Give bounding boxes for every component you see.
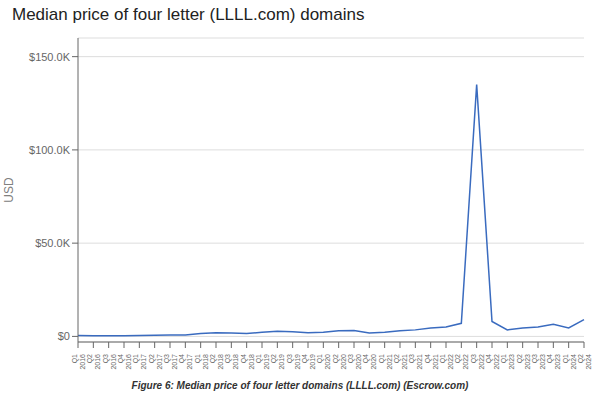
svg-text:Q32020: Q32020 [347,354,362,370]
svg-text:USD: USD [8,177,16,203]
svg-text:Q12023: Q12023 [500,354,515,370]
svg-text:Q22022: Q22022 [454,354,469,370]
svg-text:Q12024: Q12024 [562,354,577,370]
svg-text:$100.0K: $100.0K [29,144,71,156]
svg-text:Q42016: Q42016 [117,354,132,370]
svg-text:Q32022: Q32022 [470,354,485,370]
svg-text:$150.0K: $150.0K [29,51,71,63]
svg-text:Q12021: Q12021 [378,354,393,370]
svg-text:Q12017: Q12017 [132,354,147,370]
svg-text:Q22016: Q22016 [86,354,101,370]
svg-text:Q32023: Q32023 [531,354,546,370]
svg-text:Q32017: Q32017 [163,354,178,370]
svg-text:Q32021: Q32021 [408,354,423,370]
svg-text:Q32016: Q32016 [102,354,117,370]
svg-text:Q42017: Q42017 [178,354,193,370]
svg-text:Q12019: Q12019 [255,354,270,370]
svg-text:Q22019: Q22019 [270,354,285,370]
svg-text:$50.0K: $50.0K [35,237,71,249]
svg-text:Q12018: Q12018 [194,354,209,370]
svg-text:Q22024: Q22024 [577,354,592,370]
svg-text:Q32019: Q32019 [286,354,301,370]
svg-text:Q22017: Q22017 [148,354,163,370]
html-text:Figure 6: Median price of four: Figure 6: Median price of four letter do… [131,380,469,391]
svg-text:Q12020: Q12020 [316,354,331,370]
svg-text:Q22021: Q22021 [393,354,408,370]
svg-text:$0: $0 [58,330,70,342]
svg-text:Q42018: Q42018 [240,354,255,370]
svg-text:Q22023: Q22023 [516,354,531,370]
svg-text:Q42020: Q42020 [362,354,377,370]
svg-text:Q22020: Q22020 [332,354,347,370]
svg-text:Q42022: Q42022 [485,354,500,370]
svg-text:Q12016: Q12016 [71,354,86,370]
svg-text:Q42019: Q42019 [301,354,316,370]
html-text:Median price of four letter (L: Median price of four letter (LLLL.com) d… [12,5,365,24]
svg-text:Q22018: Q22018 [209,354,224,370]
svg-text:Q32018: Q32018 [224,354,239,370]
svg-text:Q42021: Q42021 [424,354,439,370]
svg-text:Q12022: Q12022 [439,354,454,370]
svg-text:Q42023: Q42023 [546,354,561,370]
